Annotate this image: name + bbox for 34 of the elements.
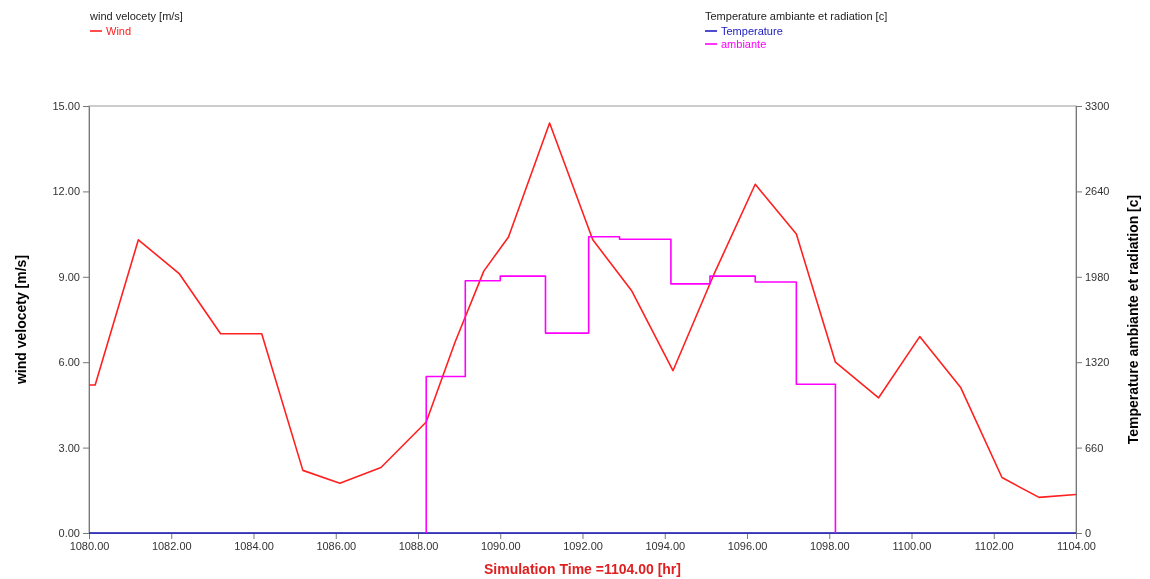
y2-tick-label: 0 [1085,527,1092,540]
y-tick-label: 0.00 [58,527,80,540]
x-tick-label: 1100.00 [892,539,932,552]
x-tick-label: 1098.00 [809,539,850,552]
y2-axis-title: Temperature ambiante et radiation [c] [1125,194,1141,445]
x-tick-label: 1082.00 [151,539,192,552]
x-tick-label: 1104.00 [1057,539,1096,552]
x-tick-label: 1086.00 [316,539,357,552]
x-tick-label: 1102.00 [974,539,1014,552]
y-axis-title: wind velocety [m/s] [13,254,29,386]
y-tick-label: 3.00 [58,441,80,454]
y2-tick-label: 1320 [1085,356,1110,369]
y-tick-label: 15.00 [52,100,80,113]
y-tick-label: 6.00 [58,356,80,369]
legend-label: ambiante [721,38,767,50]
x-tick-label: 1092.00 [563,539,603,552]
text: Temperature ambiante et radiation [c] [705,10,888,22]
x-tick-label: 1080.00 [69,539,110,552]
y-tick-label: 9.00 [58,270,80,283]
x-axis-title: Simulation Time =1104.00 [hr] [484,561,681,577]
legend-label: Temperature [721,25,783,37]
x-tick-label: 1096.00 [727,539,768,552]
legend-label: Wind [106,25,132,37]
y2-tick-label: 3300 [1085,100,1110,113]
y2-tick-label: 2640 [1085,185,1110,198]
x-tick-label: 1094.00 [645,539,686,552]
x-tick-label: 1084.00 [234,539,274,552]
line-series [89,122,1076,499]
x-tick-label: 1090.00 [480,539,521,552]
y2-tick-label: 1980 [1085,270,1110,283]
y2-tick-label: 660 [1085,441,1104,454]
text: wind velocety [m/s] [89,10,183,22]
x-tick-label: 1088.00 [398,539,439,552]
y-tick-label: 12.00 [52,185,80,198]
